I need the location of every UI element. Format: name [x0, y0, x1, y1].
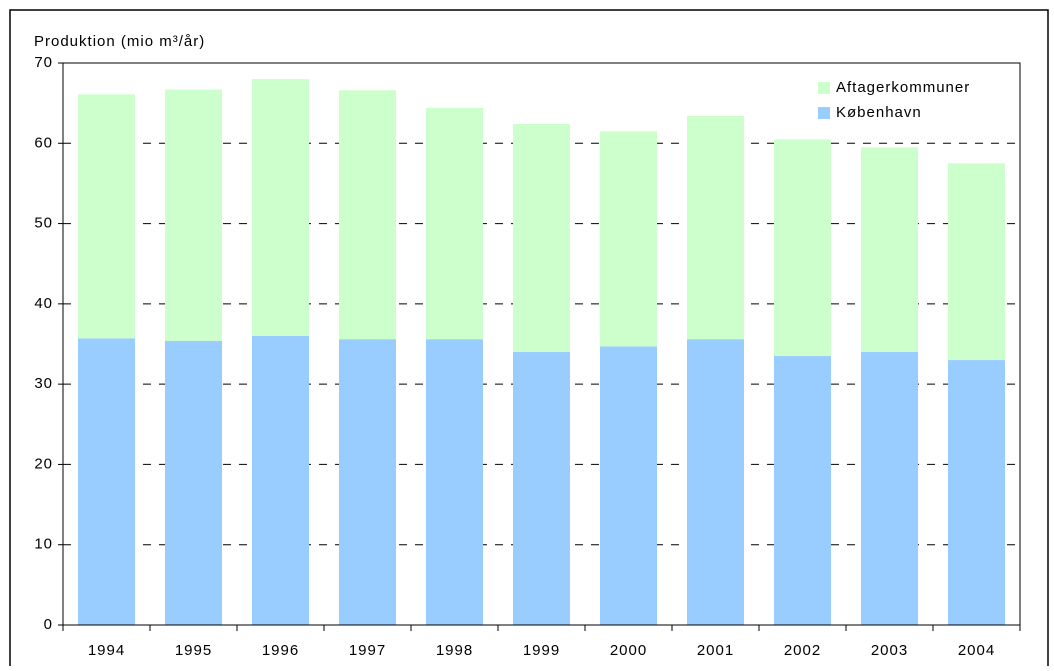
frame [9, 9, 1049, 666]
legend-swatch [818, 107, 830, 119]
bar-segment [774, 139, 831, 357]
legend-label: Aftagerkommuner [836, 79, 970, 96]
bar-segment [339, 339, 396, 625]
plot-border [62, 62, 1021, 626]
y-tick-label: 60 [34, 134, 53, 151]
x-tick-label: 1994 [88, 642, 125, 659]
bar-segment [948, 360, 1005, 625]
x-tick-label: 2001 [697, 642, 734, 659]
y-tick-label: 70 [34, 54, 53, 71]
bar-segment [252, 79, 309, 336]
y-tick-label: 0 [44, 616, 53, 633]
x-tick-label: 2000 [610, 642, 647, 659]
y-tick-label: 30 [34, 375, 53, 392]
y-tick-label: 40 [34, 295, 53, 312]
bar-segment [513, 124, 570, 353]
x-tick-label: 2002 [784, 642, 821, 659]
bar-segment [948, 163, 1005, 361]
bar-segment [513, 352, 570, 625]
x-tick-label: 2003 [871, 642, 908, 659]
bar-segment [78, 94, 135, 339]
bar-segment [687, 339, 744, 625]
bar-segment [774, 356, 831, 625]
x-tick-label: 1998 [436, 642, 473, 659]
bar-segment [252, 335, 309, 625]
bar-segment [861, 147, 918, 353]
x-tick-label: 1996 [262, 642, 299, 659]
legend-swatch [818, 82, 830, 94]
bar-segment [339, 90, 396, 340]
x-tick-label: 2004 [958, 642, 995, 659]
bar-segment [687, 115, 744, 340]
bar-segment [861, 352, 918, 625]
y-tick-label: 10 [34, 536, 53, 553]
bar-segment [165, 89, 222, 341]
bar-segment [426, 107, 483, 340]
bar-segment [600, 131, 657, 347]
bar-segment [165, 340, 222, 625]
y-axis-label: Produktion (mio m³/år) [34, 33, 205, 50]
x-tick-label: 1999 [523, 642, 560, 659]
x-tick-label: 1995 [175, 642, 212, 659]
bar-segment [426, 339, 483, 625]
bar-segment [78, 338, 135, 625]
y-tick-label: 50 [34, 215, 53, 232]
y-tick-label: 20 [34, 455, 53, 472]
x-tick-label: 1997 [349, 642, 386, 659]
legend-label: København [836, 104, 922, 121]
bar-segment [600, 346, 657, 625]
